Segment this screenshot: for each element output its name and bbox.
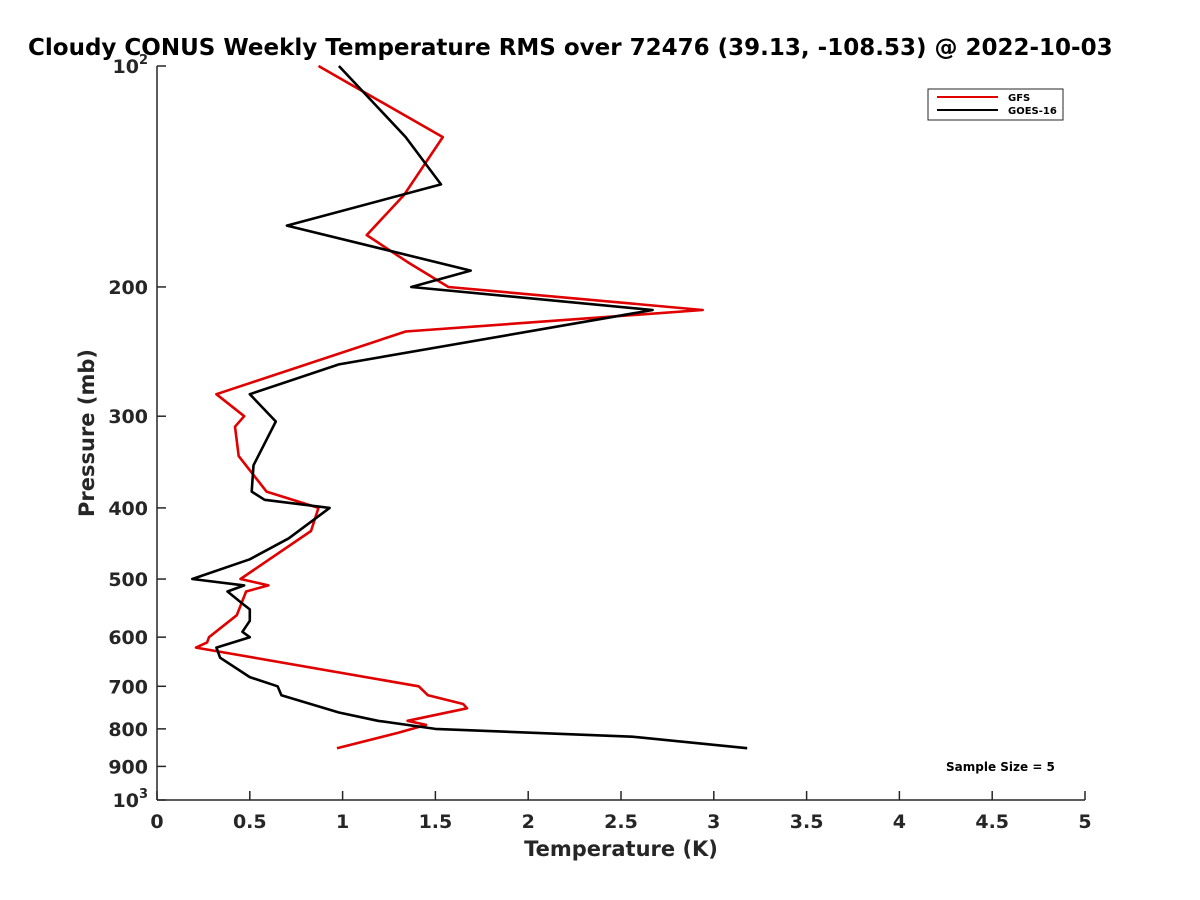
x-tick-label: 2	[522, 811, 535, 833]
x-tick-label: 0.5	[233, 811, 267, 833]
legend-box	[927, 88, 1064, 121]
x-tick-label: 3	[707, 811, 720, 833]
x-tick-label: 3.5	[790, 811, 824, 833]
x-tick-labels: 0 0.5 1 1.5 2 2.5 3 3.5 4 4.5 5	[150, 811, 1091, 833]
sample-size-annotation: Sample Size = 5	[946, 760, 1055, 774]
x-tick-label: 0	[150, 811, 163, 833]
x-tick-label: 5	[1078, 811, 1091, 833]
y-tick-label: 900	[108, 756, 148, 778]
legend-label-gfs: GFS	[1008, 93, 1030, 104]
y-tick-label: 103	[113, 787, 149, 812]
y-tick-label: 600	[108, 627, 148, 649]
y-tick-label: 800	[108, 719, 148, 741]
y-tick-label: 300	[108, 406, 148, 428]
x-axis-label: Temperature (K)	[524, 837, 718, 861]
legend-label-goes16: GOES-16	[1008, 106, 1057, 117]
y-tick-labels: 102 200 300 400 500 600 700 800 900 103	[108, 53, 148, 812]
y-tick-label: 102	[113, 53, 149, 78]
chart-title: Cloudy CONUS Weekly Temperature RMS over…	[28, 35, 1113, 61]
x-tick-label: 1	[336, 811, 349, 833]
x-tick-label: 1.5	[419, 811, 453, 833]
y-tick-label: 700	[108, 676, 148, 698]
x-tick-label: 2.5	[604, 811, 638, 833]
y-tick-label: 400	[108, 498, 148, 520]
x-tick-label: 4.5	[975, 811, 1009, 833]
y-tick-label: 500	[108, 569, 148, 591]
series-line-goes16	[191, 65, 748, 750]
y-tick-label: 200	[108, 277, 148, 299]
x-tick-label: 4	[893, 811, 906, 833]
series-line-gfs	[194, 64, 705, 750]
y-axis-label: Pressure (mb)	[75, 349, 99, 517]
series-layer	[191, 64, 748, 750]
legend: GFS GOES-16	[927, 88, 1064, 121]
plot-axes	[156, 65, 1086, 801]
